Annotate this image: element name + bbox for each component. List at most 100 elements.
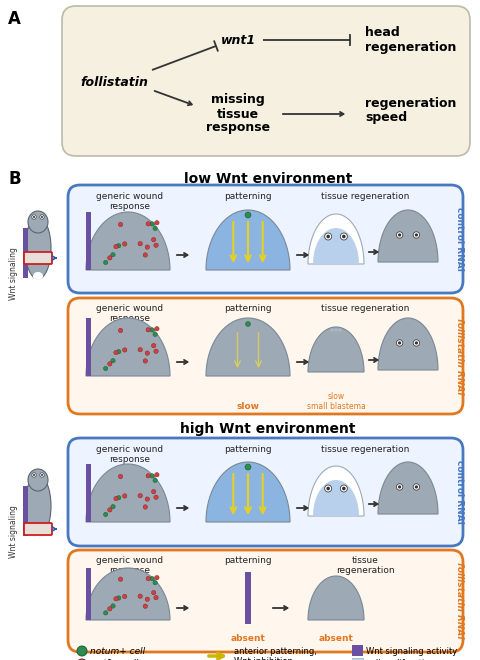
Circle shape [41, 216, 43, 218]
FancyBboxPatch shape [62, 6, 469, 156]
Text: wnt1: wnt1 [220, 34, 255, 46]
Circle shape [146, 327, 150, 332]
Circle shape [108, 607, 112, 611]
Text: generic wound
response: generic wound response [96, 304, 163, 323]
Circle shape [397, 341, 400, 345]
Polygon shape [205, 462, 289, 522]
Circle shape [412, 232, 419, 238]
Circle shape [341, 235, 345, 238]
Circle shape [150, 328, 154, 332]
Polygon shape [377, 462, 437, 514]
Circle shape [40, 473, 44, 477]
Ellipse shape [28, 469, 48, 491]
Polygon shape [312, 228, 358, 264]
Circle shape [334, 329, 337, 331]
Text: follistatin: follistatin [80, 75, 147, 88]
Circle shape [338, 329, 341, 331]
Circle shape [122, 594, 127, 599]
Bar [86, 568, 91, 620]
Circle shape [77, 646, 87, 656]
Circle shape [118, 328, 122, 333]
Circle shape [326, 235, 329, 238]
Text: Wnt signaling: Wnt signaling [10, 506, 18, 558]
Text: generic wound
response: generic wound response [96, 445, 163, 465]
Circle shape [341, 486, 345, 490]
FancyBboxPatch shape [24, 252, 52, 264]
Circle shape [153, 226, 157, 230]
Text: follistatin RNAi: follistatin RNAi [455, 317, 464, 394]
Circle shape [143, 505, 147, 509]
Circle shape [118, 577, 122, 581]
Circle shape [110, 604, 115, 608]
Bar [86, 318, 91, 376]
Circle shape [41, 474, 43, 476]
Circle shape [33, 474, 35, 476]
Bar [244, 572, 251, 624]
Circle shape [244, 212, 251, 218]
Text: response: response [205, 121, 269, 135]
Text: regeneration: regeneration [364, 96, 456, 110]
Circle shape [396, 484, 402, 490]
Text: tissue
regeneration: tissue regeneration [335, 556, 394, 576]
Polygon shape [86, 464, 169, 522]
Text: Wnt signaling activity: Wnt signaling activity [365, 647, 456, 655]
Circle shape [154, 495, 158, 500]
Ellipse shape [33, 272, 43, 280]
Circle shape [414, 485, 417, 488]
Text: tissue regeneration: tissue regeneration [320, 192, 408, 201]
Circle shape [114, 597, 118, 601]
Bar [86, 212, 91, 270]
Circle shape [116, 350, 120, 354]
Text: absent: absent [318, 634, 353, 643]
Polygon shape [307, 466, 363, 516]
Polygon shape [312, 480, 358, 516]
Circle shape [145, 597, 149, 601]
Circle shape [330, 329, 333, 331]
Circle shape [116, 244, 120, 248]
Polygon shape [307, 327, 363, 372]
FancyBboxPatch shape [68, 185, 462, 293]
Text: patterning: patterning [224, 445, 271, 454]
Circle shape [32, 214, 36, 219]
Polygon shape [307, 576, 363, 620]
Polygon shape [205, 318, 289, 376]
Circle shape [396, 232, 402, 238]
Circle shape [138, 494, 142, 498]
Circle shape [397, 485, 400, 488]
Circle shape [108, 362, 112, 366]
Bar [351, 645, 362, 656]
Circle shape [414, 341, 417, 345]
Circle shape [143, 359, 147, 363]
Circle shape [150, 576, 154, 581]
Ellipse shape [25, 217, 51, 279]
Polygon shape [86, 212, 169, 270]
Circle shape [151, 591, 156, 595]
Ellipse shape [25, 475, 51, 537]
Circle shape [244, 464, 251, 470]
Bar [351, 658, 362, 660]
Text: tissue regeneration: tissue regeneration [320, 445, 408, 454]
Circle shape [154, 595, 158, 600]
Text: speed: speed [364, 112, 406, 125]
Circle shape [122, 494, 127, 498]
Circle shape [396, 340, 402, 346]
Text: anterior patterning,: anterior patterning, [233, 647, 316, 655]
Circle shape [114, 350, 118, 355]
Text: low Wnt environment: low Wnt environment [183, 172, 351, 186]
Polygon shape [205, 210, 289, 270]
Text: slow
small blastema: slow small blastema [306, 392, 365, 411]
Text: missing: missing [211, 94, 264, 106]
Text: notum+ cell: notum+ cell [90, 647, 145, 655]
Text: absent: absent [230, 634, 265, 643]
Circle shape [414, 234, 417, 236]
Text: control RNAi: control RNAi [455, 207, 464, 271]
Text: A: A [8, 10, 21, 28]
Text: patterning: patterning [224, 304, 271, 313]
Circle shape [77, 659, 87, 660]
Circle shape [340, 233, 347, 240]
Circle shape [245, 321, 250, 327]
Text: regeneration: regeneration [364, 42, 456, 55]
Circle shape [146, 222, 150, 226]
Polygon shape [307, 214, 363, 264]
Circle shape [103, 610, 108, 615]
